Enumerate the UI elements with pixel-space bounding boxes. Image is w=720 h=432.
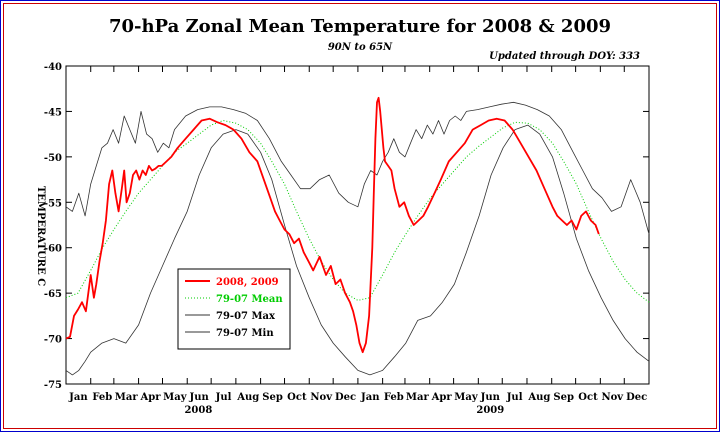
y-tick-label: -40 [44, 62, 62, 73]
legend-box [177, 268, 291, 350]
chart-title: 70-hPa Zonal Mean Temperature for 2008 &… [109, 16, 611, 37]
x-tick-label: Oct [287, 392, 307, 403]
year-label: 2009 [476, 405, 504, 416]
legend-label-observed: 2008, 2009 [216, 277, 279, 288]
x-tick-label: Feb [92, 392, 112, 403]
legend: 2008, 2009 79-07 Mean 79-07 Max 79-07 Mi… [177, 268, 291, 350]
chart-subtitle: 90N to 65N [328, 42, 393, 53]
x-tick-label: Apr [140, 392, 162, 403]
x-tick-label: Aug [236, 392, 259, 403]
x-tick-label: Jun [189, 392, 210, 403]
series-layer [65, 96, 650, 376]
x-tick-label: Jul [215, 392, 232, 403]
x-tick-label: Jan [68, 392, 88, 403]
y-tick-label: -75 [44, 380, 62, 391]
x-tick-label: Dec [335, 392, 356, 403]
x-tick-label: Dec [626, 392, 647, 403]
legend-label-max: 79-07 Max [216, 311, 276, 322]
series-line-79-07-max [65, 101, 650, 235]
x-tick-label: Aug [527, 392, 550, 403]
x-tick-label: Jan [360, 392, 380, 403]
y-axis-label: TEMPERATURE C [35, 186, 46, 286]
series-line-79-07-mean [65, 120, 650, 303]
inner-frame [3, 3, 717, 429]
x-tick-label: May [163, 392, 188, 403]
x-tick-label: Jun [480, 392, 501, 403]
x-tick-label: Nov [310, 392, 333, 403]
x-tick-label: Mar [115, 392, 139, 403]
legend-label-min: 79-07 Min [216, 328, 274, 339]
x-tick-label: Sep [553, 392, 574, 403]
x-tick-label: Sep [262, 392, 283, 403]
y-tick-label: -60 [44, 244, 62, 255]
legend-label-mean: 79-07 Mean [216, 294, 283, 305]
y-tick-label: -70 [44, 335, 62, 346]
y-tick-label: -65 [44, 289, 62, 300]
y-tick-label: -45 [44, 107, 62, 118]
plot-area: -40-45-50-55-60-65-70-75 Jan Feb Mar Apr May… [44, 62, 650, 416]
x-tick-label: Feb [384, 392, 404, 403]
x-tick-label: Nov [602, 392, 625, 403]
x-tick-label: Jul [506, 392, 523, 403]
series-line-2008-2009 [65, 96, 600, 354]
series-line-79-07-min [65, 124, 650, 376]
y-tick-label: -55 [44, 198, 62, 209]
year-label: 2008 [184, 405, 212, 416]
x-tick-label: May [454, 392, 479, 403]
y-tick-label: -50 [44, 153, 62, 164]
x-axis: Jan Feb Mar Apr May Jun Jul Aug Sep Oct Nov Dec Jan F… [65, 66, 647, 416]
y-axis: -40 -45 -50 -55 -60 -65 -70 -75 [44, 62, 649, 391]
x-tick-label: Apr [431, 392, 453, 403]
updated-note: Updated through DOY: 333 [489, 51, 640, 62]
x-tick-label: Mar [406, 392, 430, 403]
x-tick-label: Oct [578, 392, 598, 403]
